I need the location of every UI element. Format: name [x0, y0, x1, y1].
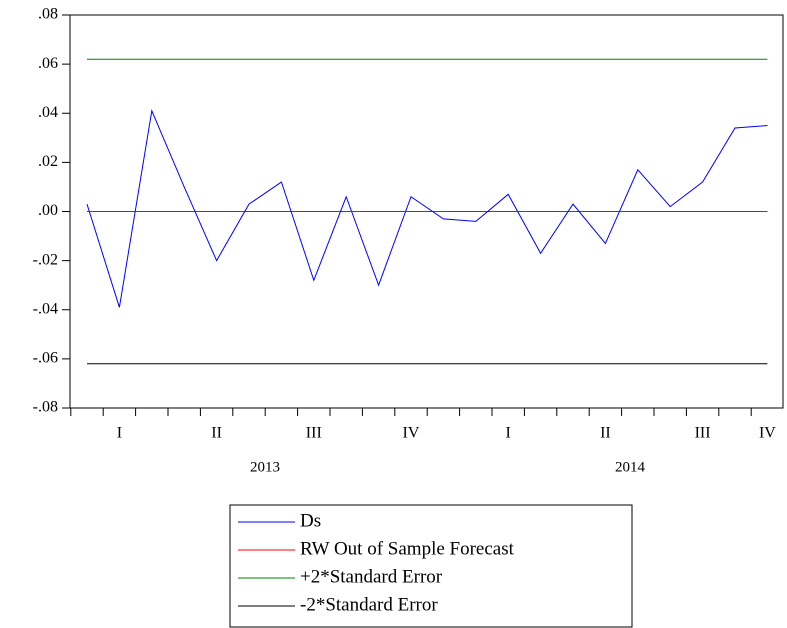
y-tick-label: .08	[38, 6, 58, 23]
legend-label: -2*Standard Error	[300, 594, 438, 615]
x-tick-label: III	[695, 425, 711, 442]
x-tick-label: I	[117, 425, 122, 442]
y-tick-label: -.08	[33, 399, 58, 416]
legend-box	[229, 504, 633, 628]
legend-label: RW Out of Sample Forecast	[300, 538, 515, 559]
x-tick-label: IV	[759, 425, 776, 442]
legend-label: Ds	[300, 510, 321, 531]
y-tick-label: .06	[38, 55, 58, 72]
series-line	[86, 109, 768, 308]
x-tick-label: I	[506, 425, 511, 442]
x-tick-label: III	[306, 425, 322, 442]
legend-label: +2*Standard Error	[300, 566, 443, 587]
x-tick-label: II	[600, 425, 611, 442]
x-tick-label: IV	[403, 425, 420, 442]
y-tick-label: .02	[38, 153, 58, 170]
y-tick-label: -.04	[33, 300, 58, 317]
y-tick-label: .00	[38, 202, 58, 219]
x-tick-label: II	[211, 425, 222, 442]
x-group-label: 2014	[615, 459, 646, 475]
x-group-label: 2013	[250, 459, 280, 475]
y-tick-label: -.02	[33, 251, 58, 268]
y-tick-label: -.06	[33, 350, 58, 367]
y-tick-label: .04	[38, 104, 58, 121]
